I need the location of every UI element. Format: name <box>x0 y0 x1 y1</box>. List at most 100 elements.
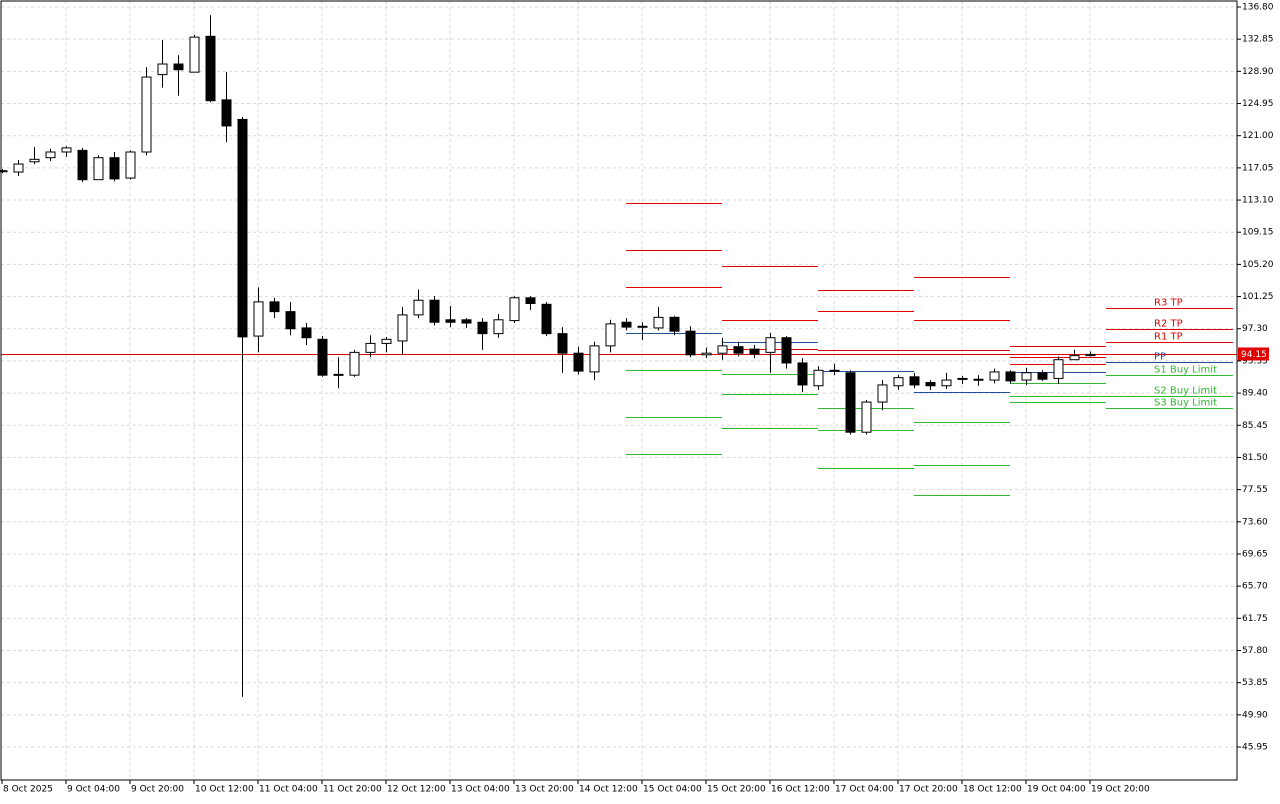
x-tick-label: 13 Oct 20:00 <box>515 785 574 795</box>
last-price-label: 94.15 <box>1241 350 1267 360</box>
candle-body <box>77 149 88 181</box>
y-tick-label: 53.85 <box>1242 678 1268 688</box>
x-tick-label: 9 Oct 20:00 <box>131 785 184 795</box>
x-tick-label: 18 Oct 12:00 <box>963 785 1022 795</box>
candle-body <box>605 323 616 347</box>
candle-body <box>173 63 184 71</box>
candles <box>0 15 1096 697</box>
candle-body <box>93 157 104 181</box>
candle-body <box>45 151 56 159</box>
candle-body <box>541 303 552 335</box>
y-tick-label: 69.65 <box>1242 549 1268 559</box>
y-tick-label: 93.35 <box>1242 356 1268 366</box>
grid <box>1 1 1241 784</box>
candle-body <box>893 377 904 387</box>
x-tick-label: 11 Oct 20:00 <box>323 785 382 795</box>
x-tick-label: 19 Oct 04:00 <box>1027 785 1086 795</box>
x-tick-label: 15 Oct 04:00 <box>643 785 702 795</box>
pivot-level-label: S3 Buy Limit <box>1154 398 1217 409</box>
pivot-level-label: R2 TP <box>1154 319 1183 330</box>
candle-body <box>621 321 632 328</box>
x-tick-label: 17 Oct 20:00 <box>899 785 958 795</box>
candle-body <box>157 63 168 76</box>
last-price-tag <box>1238 347 1269 361</box>
pivot-level-label: PP <box>1154 352 1166 363</box>
y-tick-label: 132.85 <box>1242 35 1274 45</box>
x-tick-label: 10 Oct 12:00 <box>195 785 254 795</box>
x-tick-label: 11 Oct 04:00 <box>259 785 318 795</box>
candle-body <box>301 327 312 339</box>
candle-body <box>1069 355 1080 361</box>
candle-body <box>381 338 392 344</box>
candle-body <box>845 372 856 433</box>
candle-body <box>429 299 440 323</box>
y-tick-label: 89.40 <box>1242 389 1268 399</box>
candle-body <box>829 369 840 372</box>
candle-body <box>317 338 328 376</box>
candle-body <box>285 311 296 330</box>
candle-body <box>1021 372 1032 381</box>
candle-body <box>973 378 984 381</box>
candle-body <box>237 118 248 338</box>
candle-body <box>989 371 1000 381</box>
candle-body <box>29 158 40 163</box>
y-tick-label: 136.80 <box>1242 3 1274 13</box>
y-tick-label: 113.10 <box>1242 196 1274 206</box>
y-tick-label: 49.90 <box>1242 710 1268 720</box>
candle-body <box>669 316 680 332</box>
candle-body <box>813 369 824 387</box>
candle-body <box>589 345 600 373</box>
y-tick-label: 65.70 <box>1242 582 1268 592</box>
candle-body <box>205 35 216 102</box>
candle-body <box>525 297 536 304</box>
candle-body <box>445 319 456 323</box>
candle-body <box>717 345 728 354</box>
candle-body <box>221 99 232 127</box>
candle-body <box>637 325 648 328</box>
y-tick-label: 73.60 <box>1242 517 1268 527</box>
x-tick-label: 8 Oct 2025 <box>3 785 53 795</box>
y-tick-label: 77.55 <box>1242 485 1268 495</box>
candle-body <box>925 382 936 387</box>
candle-body <box>269 301 280 313</box>
candle-body <box>13 163 24 173</box>
candle-body <box>189 36 200 73</box>
candle-body <box>1037 372 1048 380</box>
x-tick-label: 17 Oct 04:00 <box>835 785 894 795</box>
candle-body <box>733 346 744 354</box>
candle-body <box>349 351 360 376</box>
pivot-level-label: R3 TP <box>1154 298 1183 309</box>
y-tick-label: 81.50 <box>1242 453 1268 463</box>
candle-body <box>365 342 376 353</box>
y-tick-label: 128.90 <box>1242 67 1274 77</box>
candle-body <box>141 76 152 153</box>
candle-body <box>573 352 584 372</box>
candle-body <box>957 377 968 380</box>
pivot-level-label: S2 Buy Limit <box>1154 386 1217 397</box>
y-tick-label: 45.95 <box>1242 743 1268 753</box>
candle-body <box>0 170 8 173</box>
candle-body <box>509 297 520 322</box>
candle-body <box>253 301 264 337</box>
pivot-level-label: S1 Buy Limit <box>1154 365 1217 376</box>
candle-body <box>749 348 760 355</box>
x-tick-label: 14 Oct 12:00 <box>579 785 638 795</box>
candle-body <box>941 379 952 387</box>
candle-body <box>61 147 72 153</box>
candle-body <box>765 337 776 353</box>
candle-body <box>781 337 792 364</box>
candle-body <box>413 299 424 316</box>
y-tick-label: 97.30 <box>1242 324 1268 334</box>
candle-body <box>685 330 696 356</box>
y-tick-label: 121.00 <box>1242 131 1274 141</box>
y-tick-label: 101.25 <box>1242 292 1274 302</box>
y-tick-label: 109.15 <box>1242 228 1274 238</box>
x-tick-label: 9 Oct 04:00 <box>67 785 120 795</box>
candle-body <box>125 151 136 179</box>
y-tick-label: 57.80 <box>1242 646 1268 656</box>
candle-body <box>397 314 408 342</box>
candle-body <box>477 321 488 335</box>
candle-body <box>557 333 568 354</box>
y-tick-label: 124.95 <box>1242 99 1274 109</box>
